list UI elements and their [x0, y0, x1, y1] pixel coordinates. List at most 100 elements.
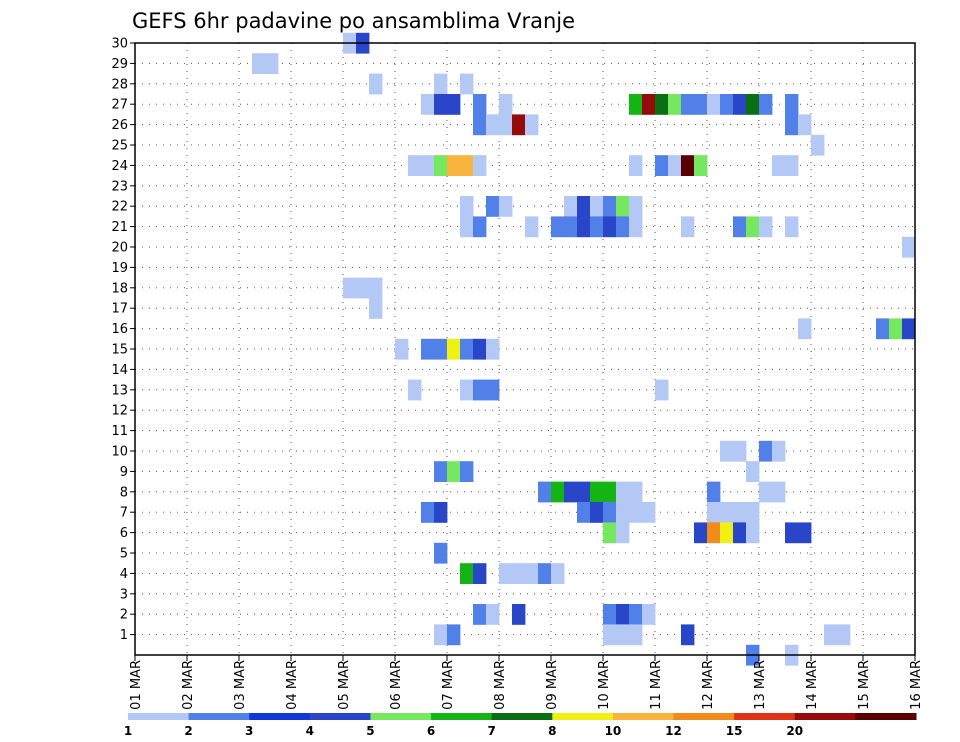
- precip-cell: [616, 502, 630, 523]
- precip-cell: [369, 298, 383, 319]
- precip-cell: [720, 440, 734, 462]
- precip-cell: [655, 94, 669, 115]
- chart-title: GEFS 6hr padavine po ansamblima Vranje: [132, 9, 575, 33]
- precip-cell: [902, 236, 916, 258]
- precip-cell: [564, 481, 578, 503]
- precip-cell: [577, 216, 591, 238]
- x-tick-label: 16 MAR: [909, 660, 924, 710]
- precip-cell: [395, 338, 409, 360]
- precip-cell: [590, 216, 604, 238]
- x-tick-label: 10 MAR: [597, 660, 612, 710]
- precip-cell: [889, 318, 903, 340]
- precip-cell: [759, 94, 773, 115]
- precip-cell: [421, 155, 435, 176]
- precip-cell: [512, 604, 526, 625]
- precip-cell: [837, 624, 851, 646]
- precip-cell: [616, 481, 630, 503]
- precip-cell: [824, 624, 838, 646]
- precip-cell: [681, 94, 695, 115]
- x-tick-label: 04 MAR: [285, 660, 300, 710]
- precip-cell: [473, 338, 487, 360]
- precip-cell: [603, 604, 617, 625]
- legend-label: 2: [184, 724, 192, 738]
- precip-cell: [473, 114, 487, 136]
- y-tick-label: 21: [111, 220, 128, 235]
- precip-cell: [486, 379, 500, 401]
- y-tick-label: 24: [111, 159, 128, 174]
- y-tick-label: 19: [111, 261, 128, 276]
- precip-cell: [733, 440, 747, 462]
- precip-cell: [525, 563, 539, 584]
- precip-cell: [486, 114, 500, 136]
- y-tick-label: 30: [111, 37, 128, 52]
- precip-cell: [746, 522, 760, 544]
- y-tick-label: 17: [111, 302, 128, 317]
- precip-cell: [785, 216, 799, 238]
- precip-cell: [733, 216, 747, 238]
- precip-cell: [603, 481, 617, 503]
- precip-cell: [616, 522, 630, 544]
- precip-cell: [551, 481, 565, 503]
- precip-cell: [577, 481, 591, 503]
- precip-cell: [473, 94, 487, 115]
- y-tick-label: 9: [120, 465, 128, 480]
- y-tick-label: 7: [120, 506, 128, 521]
- x-tick-label: 15 MAR: [857, 660, 872, 710]
- y-tick-label: 6: [120, 526, 128, 541]
- precip-cell: [460, 563, 474, 584]
- precip-cell: [603, 216, 617, 238]
- precip-cell: [733, 522, 747, 544]
- y-tick-label: 22: [111, 200, 128, 215]
- legend-label: 10: [605, 724, 622, 738]
- x-tick-label: 14 MAR: [805, 660, 820, 710]
- precip-cell: [772, 440, 786, 462]
- precip-cell: [486, 196, 500, 217]
- precip-cell: [460, 196, 474, 217]
- y-tick-label: 15: [111, 343, 128, 358]
- precip-cell: [447, 461, 461, 482]
- precip-cell: [434, 155, 448, 176]
- precip-cell: [265, 53, 279, 74]
- precip-cell: [473, 604, 487, 625]
- precip-cell: [707, 481, 721, 503]
- precip-cell: [590, 502, 604, 523]
- precip-cell: [447, 338, 461, 360]
- y-tick-label: 25: [111, 139, 128, 154]
- precip-cell: [525, 114, 539, 136]
- precip-cell: [460, 155, 474, 176]
- legend-label: 12: [665, 724, 682, 738]
- precip-cell: [460, 461, 474, 482]
- precip-cell: [473, 379, 487, 401]
- precip-cell: [629, 604, 643, 625]
- precip-cell: [746, 94, 760, 115]
- precip-cell: [356, 277, 370, 299]
- precip-cell: [369, 73, 383, 95]
- precip-cell: [785, 522, 799, 544]
- x-tick-label: 06 MAR: [389, 660, 404, 710]
- precip-cell: [629, 481, 643, 503]
- precip-cell: [603, 624, 617, 646]
- precip-cell: [642, 94, 656, 115]
- y-axis-ticks: 1234567891011121314151617181920212223242…: [111, 37, 135, 643]
- precip-cell: [681, 624, 695, 646]
- precip-cell: [785, 114, 799, 136]
- precip-cell: [798, 318, 812, 340]
- precip-cell: [460, 379, 474, 401]
- precip-cell: [629, 216, 643, 238]
- precip-cell: [603, 196, 617, 217]
- x-tick-label: 03 MAR: [233, 660, 248, 710]
- legend-label: 6: [427, 724, 435, 738]
- precip-cell: [434, 624, 448, 646]
- y-tick-label: 23: [111, 179, 128, 194]
- x-tick-label: 13 MAR: [753, 660, 768, 710]
- precip-cell: [785, 155, 799, 176]
- precip-cell: [642, 604, 656, 625]
- precip-cell: [629, 624, 643, 646]
- precip-cell: [603, 522, 617, 544]
- legend-swatch: [249, 713, 311, 720]
- legend-label: 15: [726, 724, 743, 738]
- precip-cell: [525, 216, 539, 238]
- precip-cell: [629, 196, 643, 217]
- precip-cell: [447, 624, 461, 646]
- x-axis-ticks: 01 MAR 02 MAR 03 MAR 04 MAR 05 MAR 06 MAR 07 M…: [129, 655, 924, 710]
